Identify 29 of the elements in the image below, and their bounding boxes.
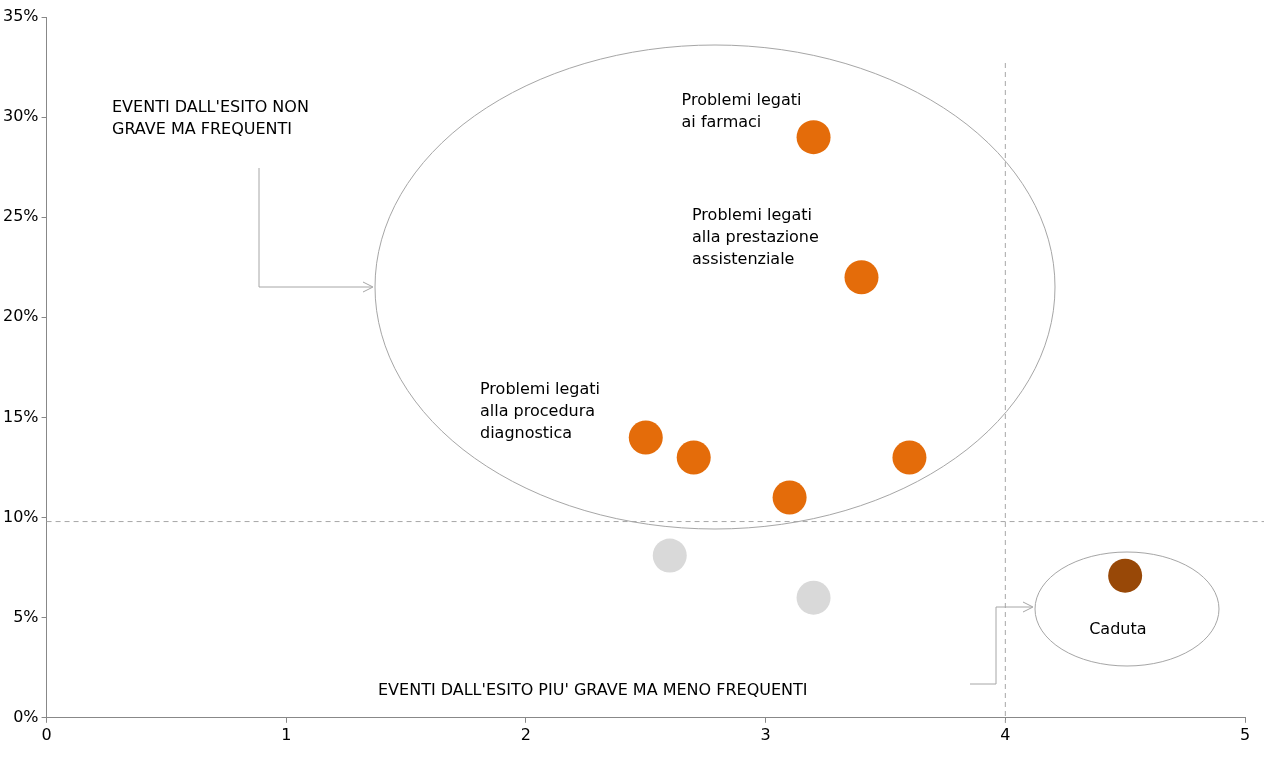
x-tick-label: 2	[520, 724, 532, 744]
y-tick-label: 0%	[13, 706, 39, 726]
x-tick-label: 0	[41, 724, 52, 744]
point	[652, 538, 687, 573]
point	[796, 580, 831, 615]
y-tick-label: 15%	[3, 406, 39, 426]
point	[628, 420, 663, 455]
y-tick-label: 25%	[3, 206, 39, 226]
point	[772, 480, 807, 515]
x-tick-label: 3	[760, 724, 771, 744]
annotation: Problemi legati ai farmaci	[681, 90, 802, 132]
annotation: Caduta	[1089, 618, 1147, 638]
annotation: EVENTI DALL'ESITO NON GRAVE MA FREQUENTI	[112, 97, 309, 139]
point	[844, 260, 879, 295]
point	[796, 120, 831, 155]
y-tick-label: 35%	[3, 6, 39, 26]
point	[892, 440, 927, 475]
point	[1108, 558, 1143, 593]
x-tick-label: 1	[281, 724, 292, 744]
x-tick-label: 5	[1239, 724, 1251, 744]
y-tick-label: 30%	[3, 106, 39, 126]
y-tick-label: 10%	[3, 506, 39, 526]
point	[676, 440, 711, 475]
annotation: Problemi legati alla procedura diagnostica	[480, 379, 600, 443]
annotation: EVENTI DALL'ESITO PIU' GRAVE MA MENO FREQUENTI	[378, 680, 808, 700]
y-tick-label: 5%	[13, 606, 39, 626]
x-tick-label: 4	[1000, 724, 1011, 744]
annotation: Problemi legati alla prestazione assistenziale	[692, 205, 819, 269]
y-tick-label: 20%	[3, 306, 39, 326]
